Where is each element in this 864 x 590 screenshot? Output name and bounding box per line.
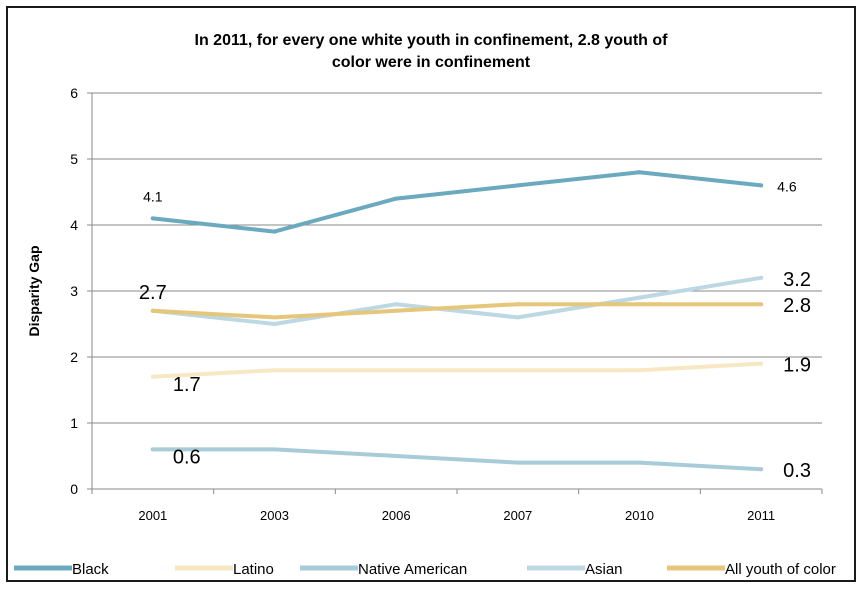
data-label: 2.7: [139, 282, 167, 304]
data-point-black: [272, 229, 277, 234]
data-label: 2.8: [783, 295, 811, 317]
data-point-black: [394, 196, 399, 201]
data-point-latino: [515, 368, 520, 373]
legend-label: All youth of color: [725, 561, 836, 578]
chart-frame: [6, 6, 856, 582]
y-tick-label: 5: [70, 151, 78, 167]
data-point-asian: [394, 302, 399, 307]
x-tick-label: 2010: [625, 508, 654, 523]
data-label: 0.6: [173, 446, 201, 468]
legend-item-all-youth-of-color[interactable]: All youth of color: [667, 561, 836, 578]
data-point-latino: [759, 361, 764, 366]
data-point-native-american: [637, 460, 642, 465]
data-point-native-american: [272, 447, 277, 452]
data-point-latino: [394, 368, 399, 373]
data-point-asian: [637, 295, 642, 300]
x-tick-label: 2011: [747, 508, 775, 523]
data-point-all-youth-of-color: [394, 308, 399, 313]
data-label: 4.6: [777, 178, 797, 194]
y-tick-label: 4: [70, 217, 78, 233]
series-line-asian: [150, 275, 764, 326]
y-tick-label: 6: [70, 85, 78, 101]
y-tick-label: 0: [70, 481, 78, 497]
legend-item-asian[interactable]: Asian: [527, 561, 623, 578]
x-tick-label: 2001: [138, 508, 167, 523]
data-label: 3.2: [783, 269, 811, 291]
data-point-asian: [515, 315, 520, 320]
y-tick-label: 2: [70, 349, 78, 365]
data-point-all-youth-of-color: [150, 308, 155, 313]
data-point-black: [150, 216, 155, 221]
x-tick-label: 2003: [260, 508, 289, 523]
data-point-latino: [637, 368, 642, 373]
data-label: 1.7: [173, 374, 201, 396]
data-label: 4.1: [143, 188, 163, 204]
data-point-black: [759, 183, 764, 188]
chart-title-line-2: color were in confinement: [332, 54, 531, 71]
series-line-latino: [150, 361, 764, 379]
data-point-black: [637, 170, 642, 175]
chart-title-line-1: In 2011, for every one white youth in co…: [195, 32, 669, 49]
legend-item-black[interactable]: Black: [14, 561, 109, 578]
legend-item-native-american[interactable]: Native American: [300, 561, 467, 578]
data-point-native-american: [515, 460, 520, 465]
data-point-all-youth-of-color: [515, 302, 520, 307]
data-point-latino: [272, 368, 277, 373]
y-axis-label: Disparity Gap: [26, 245, 42, 336]
data-label: 1.9: [783, 355, 811, 377]
legend-label: Black: [72, 561, 109, 578]
legend-label: Latino: [233, 561, 274, 578]
data-point-all-youth-of-color: [272, 315, 277, 320]
series-line-all-youth-of-color: [150, 302, 764, 320]
x-tick-label: 2006: [382, 508, 411, 523]
legend-label: Asian: [585, 561, 623, 578]
series-line-black: [150, 170, 764, 234]
data-point-native-american: [759, 467, 764, 472]
data-point-black: [515, 183, 520, 188]
data-point-native-american: [150, 447, 155, 452]
legend-item-latino[interactable]: Latino: [175, 561, 274, 578]
data-point-asian: [759, 275, 764, 280]
data-point-all-youth-of-color: [637, 302, 642, 307]
y-tick-label: 3: [70, 283, 78, 299]
legend-label: Native American: [358, 561, 467, 578]
y-tick-label: 1: [70, 415, 78, 431]
data-point-all-youth-of-color: [759, 302, 764, 307]
data-label: 0.3: [783, 460, 811, 482]
data-point-latino: [150, 374, 155, 379]
data-point-native-american: [394, 454, 399, 458]
series-line-native-american: [150, 447, 764, 472]
data-point-asian: [272, 322, 277, 326]
x-tick-label: 2007: [503, 508, 532, 523]
